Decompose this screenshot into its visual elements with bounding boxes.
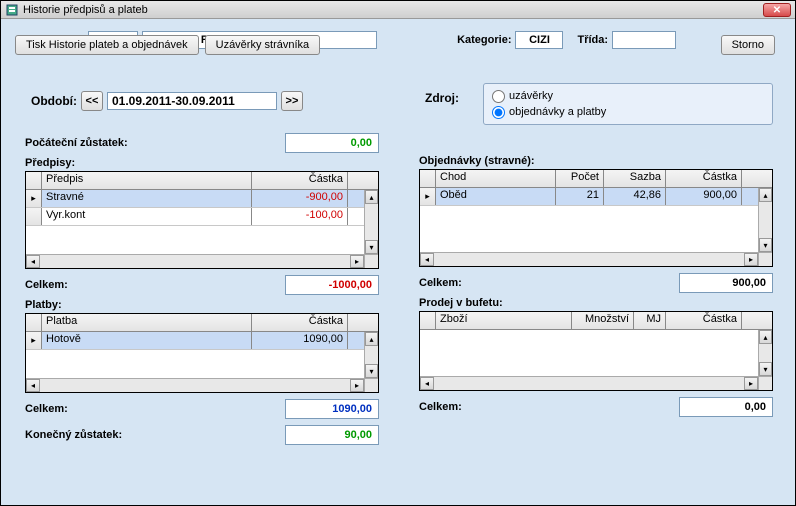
table-cell: 42,86 xyxy=(604,188,666,205)
vertical-scrollbar[interactable]: ▴▾ xyxy=(758,330,772,376)
tisk-button[interactable]: Tisk Historie plateb a objednávek xyxy=(15,35,199,55)
scroll-down-icon[interactable]: ▾ xyxy=(759,362,772,376)
table-cell: 21 xyxy=(556,188,604,205)
scroll-up-icon[interactable]: ▴ xyxy=(365,190,378,204)
column-header[interactable]: Částka xyxy=(252,172,348,189)
source-radio-objednavky[interactable]: objednávky a platby xyxy=(492,104,764,120)
scroll-right-icon[interactable]: ▸ xyxy=(744,253,758,266)
scroll-down-icon[interactable]: ▾ xyxy=(759,238,772,252)
source-radio-uzaverky-input[interactable] xyxy=(492,90,505,103)
vertical-scrollbar[interactable]: ▴▾ xyxy=(364,190,378,254)
columns: Počáteční zůstatek: 0,00 Předpisy: Předp… xyxy=(25,129,773,449)
scroll-up-icon[interactable]: ▴ xyxy=(365,332,378,346)
table-cell: 1090,00 xyxy=(252,332,348,349)
scroll-left-icon[interactable]: ◂ xyxy=(420,253,434,266)
prodej-title: Prodej v bufetu: xyxy=(419,297,773,309)
table-row[interactable]: Hotově1090,00 xyxy=(26,332,364,350)
column-header[interactable]: Předpis xyxy=(42,172,252,189)
horizontal-scrollbar[interactable]: ◂▸ xyxy=(26,378,364,392)
period-next-button[interactable]: >> xyxy=(281,91,303,111)
table-cell: 900,00 xyxy=(666,188,742,205)
scroll-up-icon[interactable]: ▴ xyxy=(759,330,772,344)
platby-grid[interactable]: PlatbaČástkaHotově1090,00▴▾◂▸ xyxy=(25,313,379,393)
column-header[interactable]: Částka xyxy=(666,170,742,187)
app-icon xyxy=(5,3,19,17)
window: Historie předpisů a plateb ✕ Strávník: 1… xyxy=(0,0,796,506)
table-row[interactable]: Oběd2142,86900,00 xyxy=(420,188,758,206)
predpisy-celkem-value: -1000,00 xyxy=(285,275,379,295)
column-header[interactable]: Množství xyxy=(572,312,634,329)
platby-celkem-value: 1090,00 xyxy=(285,399,379,419)
table-cell: Vyr.kont xyxy=(42,208,252,225)
left-column: Počáteční zůstatek: 0,00 Předpisy: Předp… xyxy=(25,129,379,449)
scroll-left-icon[interactable]: ◂ xyxy=(26,379,40,392)
column-header[interactable]: Částka xyxy=(666,312,742,329)
button-bar: Tisk Historie plateb a objednávek Uzávěr… xyxy=(15,35,781,55)
scroll-right-icon[interactable]: ▸ xyxy=(744,377,758,390)
horizontal-scrollbar[interactable]: ◂▸ xyxy=(420,252,758,266)
uzaverky-button[interactable]: Uzávěrky strávníka xyxy=(205,35,321,55)
column-header[interactable]: Chod xyxy=(436,170,556,187)
source-radio-objednavky-label: objednávky a platby xyxy=(509,106,606,118)
period-value[interactable]: 01.09.2011-30.09.2011 xyxy=(107,92,277,110)
objednavky-celkem-value: 900,00 xyxy=(679,273,773,293)
period-prev-button[interactable]: << xyxy=(81,91,103,111)
window-title: Historie předpisů a plateb xyxy=(23,4,148,16)
scroll-up-icon[interactable]: ▴ xyxy=(759,188,772,202)
prodej-grid[interactable]: ZbožíMnožstvíMJČástka▴▾◂▸ xyxy=(419,311,773,391)
vertical-scrollbar[interactable]: ▴▾ xyxy=(364,332,378,378)
pocatecni-label: Počáteční zůstatek: xyxy=(25,137,128,149)
objednavky-grid[interactable]: ChodPočetSazbaČástkaOběd2142,86900,00▴▾◂… xyxy=(419,169,773,267)
scroll-right-icon[interactable]: ▸ xyxy=(350,255,364,268)
vertical-scrollbar[interactable]: ▴▾ xyxy=(758,188,772,252)
platby-title: Platby: xyxy=(25,299,379,311)
source-radio-objednavky-input[interactable] xyxy=(492,106,505,119)
table-cell: Stravné xyxy=(42,190,252,207)
scroll-right-icon[interactable]: ▸ xyxy=(350,379,364,392)
column-header[interactable]: Sazba xyxy=(604,170,666,187)
close-icon: ✕ xyxy=(773,5,781,16)
table-cell: -900,00 xyxy=(252,190,348,207)
konecny-label: Konečný zůstatek: xyxy=(25,429,122,441)
prodej-celkem-value: 0,00 xyxy=(679,397,773,417)
source-radio-uzaverky-label: uzávěrky xyxy=(509,90,553,102)
table-cell: Oběd xyxy=(436,188,556,205)
horizontal-scrollbar[interactable]: ◂▸ xyxy=(26,254,364,268)
platby-celkem-label: Celkem: xyxy=(25,403,68,415)
scroll-left-icon[interactable]: ◂ xyxy=(26,255,40,268)
titlebar: Historie předpisů a plateb ✕ xyxy=(1,1,795,19)
period-label: Období: xyxy=(31,94,77,108)
scroll-down-icon[interactable]: ▾ xyxy=(365,364,378,378)
column-header[interactable]: Zboží xyxy=(436,312,572,329)
client-area: Strávník: 1 Pacovský René Kategorie: CIZ… xyxy=(1,19,795,65)
source-group: uzávěrky objednávky a platby xyxy=(483,83,773,125)
column-header[interactable]: Platba xyxy=(42,314,252,331)
table-row[interactable]: Stravné-900,00 xyxy=(26,190,364,208)
source-radio-uzaverky[interactable]: uzávěrky xyxy=(492,88,764,104)
right-column: Objednávky (stravné): ChodPočetSazbaČást… xyxy=(419,129,773,449)
storno-button[interactable]: Storno xyxy=(721,35,775,55)
objednavky-title: Objednávky (stravné): xyxy=(419,155,773,167)
prodej-celkem-label: Celkem: xyxy=(419,401,462,413)
predpisy-grid[interactable]: PředpisČástkaStravné-900,00Vyr.kont-100,… xyxy=(25,171,379,269)
period-group: Období: << 01.09.2011-30.09.2011 >> xyxy=(31,91,303,111)
close-button[interactable]: ✕ xyxy=(763,3,791,17)
predpisy-title: Předpisy: xyxy=(25,157,379,169)
column-header[interactable]: MJ xyxy=(634,312,666,329)
source-label: Zdroj: xyxy=(425,91,459,105)
table-row[interactable]: Vyr.kont-100,00 xyxy=(26,208,364,226)
table-cell: -100,00 xyxy=(252,208,348,225)
objednavky-celkem-label: Celkem: xyxy=(419,277,462,289)
scroll-down-icon[interactable]: ▾ xyxy=(365,240,378,254)
column-header[interactable]: Počet xyxy=(556,170,604,187)
column-header[interactable]: Částka xyxy=(252,314,348,331)
predpisy-celkem-label: Celkem: xyxy=(25,279,68,291)
table-cell: Hotově xyxy=(42,332,252,349)
scroll-left-icon[interactable]: ◂ xyxy=(420,377,434,390)
pocatecni-value: 0,00 xyxy=(285,133,379,153)
konecny-value: 90,00 xyxy=(285,425,379,445)
horizontal-scrollbar[interactable]: ◂▸ xyxy=(420,376,758,390)
